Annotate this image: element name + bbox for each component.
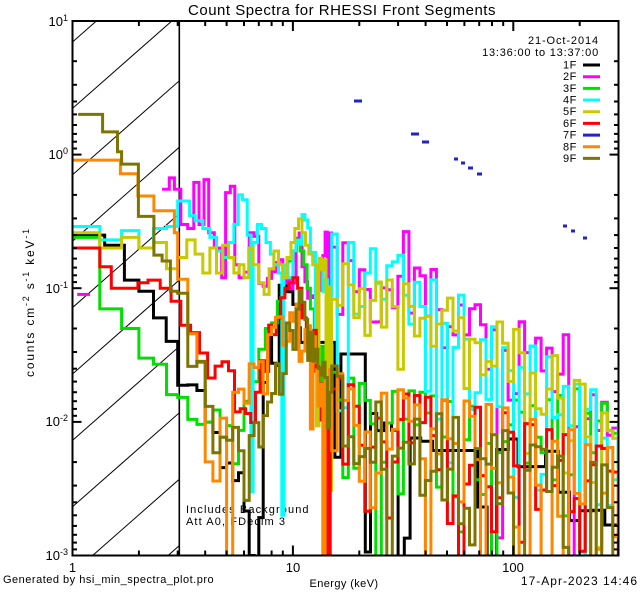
svg-text:9F: 9F [563, 153, 577, 165]
svg-text:5F: 5F [563, 106, 577, 118]
svg-text:7F: 7F [563, 130, 577, 142]
svg-text:13:36:00 to 13:37:00: 13:36:00 to 13:37:00 [482, 47, 599, 59]
svg-text:4F: 4F [563, 95, 577, 107]
svg-text:8F: 8F [563, 141, 577, 153]
svg-text:Att A0, FDecim 3: Att A0, FDecim 3 [186, 516, 286, 528]
svg-text:1: 1 [69, 560, 76, 575]
svg-text:17-Apr-2023 14:46: 17-Apr-2023 14:46 [521, 574, 638, 588]
svg-text:Generated by hsi_min_spectra_p: Generated by hsi_min_spectra_plot.pro [3, 574, 214, 586]
svg-text:3F: 3F [563, 83, 577, 95]
svg-text:10: 10 [286, 560, 300, 575]
svg-text:2F: 2F [563, 71, 577, 83]
svg-text:counts cm-2 s-1 keV-1: counts cm-2 s-1 keV-1 [21, 227, 37, 377]
svg-text:Energy (keV): Energy (keV) [310, 578, 379, 590]
svg-text:21-Oct-2014: 21-Oct-2014 [528, 35, 599, 47]
svg-text:1F: 1F [563, 60, 577, 72]
svg-text:Count Spectra for RHESSI Front: Count Spectra for RHESSI Front Segments [188, 2, 496, 19]
svg-text:6F: 6F [563, 118, 577, 130]
svg-text:100: 100 [502, 560, 524, 575]
